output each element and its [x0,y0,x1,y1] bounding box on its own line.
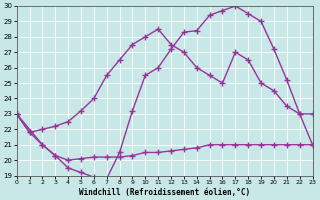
X-axis label: Windchill (Refroidissement éolien,°C): Windchill (Refroidissement éolien,°C) [79,188,250,197]
